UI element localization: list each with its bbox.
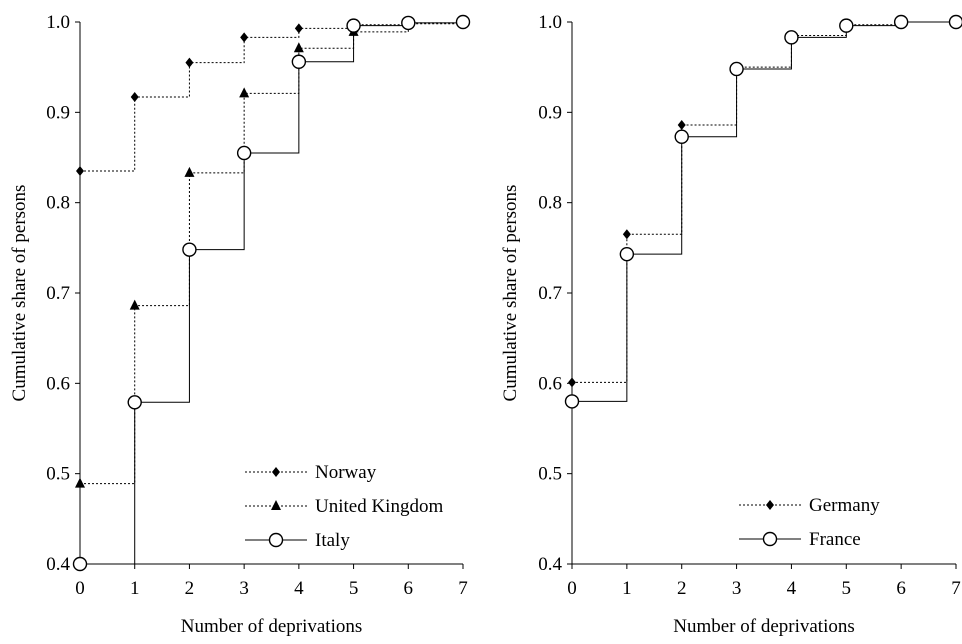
- x-tick-label: 3: [732, 578, 742, 599]
- data-point-circle: [347, 19, 360, 32]
- legend-marker-triangle: [271, 500, 281, 510]
- data-point-diamond: [131, 92, 139, 102]
- data-point-circle: [292, 55, 305, 68]
- chart-panel-2: 0.4 0.5 0.6 0.7 0.8 0.9 1.0 0 1 2 3 4 5 6 7 Number of d…: [500, 12, 962, 637]
- y-tick-label: 1.0: [46, 12, 70, 33]
- x-tick-label: 1: [622, 578, 632, 599]
- data-point-circle: [566, 395, 579, 408]
- x-tick-label: 0: [75, 578, 85, 599]
- y-tick-label: 0.4: [46, 554, 70, 575]
- y-tick-label: 0.9: [46, 102, 70, 123]
- series-norway: [76, 17, 467, 176]
- y-axis-label: Cumulative share of persons: [500, 185, 521, 402]
- legend-marker-diamond: [766, 500, 774, 510]
- y-tick-label: 0.4: [538, 554, 562, 575]
- data-point-circle: [128, 396, 141, 409]
- data-point-circle: [183, 243, 196, 256]
- x-tick-label: 7: [458, 578, 468, 599]
- y-tick-label: 0.7: [46, 283, 70, 304]
- y-tick-label: 0.7: [538, 283, 562, 304]
- data-point-circle: [74, 558, 87, 571]
- data-point-diamond: [568, 377, 576, 387]
- data-point-circle: [785, 31, 798, 44]
- x-axis-label: Number of deprivations: [673, 616, 855, 637]
- data-point-circle: [950, 16, 962, 29]
- series-france: [566, 16, 962, 408]
- series-united-kingdom: [75, 16, 468, 488]
- legend-label: Italy: [315, 530, 350, 551]
- data-point-triangle: [130, 300, 140, 310]
- x-axis-label: Number of deprivations: [181, 616, 363, 637]
- x-tick-label: 4: [787, 578, 797, 599]
- y-tick-label: 0.5: [46, 464, 70, 485]
- data-point-circle: [457, 16, 470, 29]
- data-point-triangle: [239, 87, 249, 97]
- series-line: [80, 22, 463, 564]
- x-tick-label: 0: [567, 578, 577, 599]
- legend-label: France: [809, 529, 861, 550]
- y-tick-label: 1.0: [538, 12, 562, 33]
- y-tick-label: 0.8: [46, 193, 70, 214]
- data-point-diamond: [240, 32, 248, 42]
- data-point-diamond: [678, 120, 686, 130]
- x-tick-label: 2: [677, 578, 687, 599]
- legend-label: Germany: [809, 495, 880, 516]
- series-line: [572, 22, 956, 382]
- data-point-triangle: [75, 478, 85, 488]
- legend-label: United Kingdom: [315, 496, 443, 517]
- data-point-diamond: [295, 23, 303, 33]
- x-tick-label: 5: [349, 578, 359, 599]
- legend-marker-circle: [270, 534, 283, 547]
- chart-panel-1: 0.4 0.5 0.6 0.7 0.8 0.9 1.0 0 1 2 3 4 5 6 7 Number of d…: [9, 12, 470, 637]
- y-tick-label: 0.9: [538, 102, 562, 123]
- x-tick-label: 7: [951, 578, 961, 599]
- data-point-circle: [840, 19, 853, 32]
- x-tick-label: 6: [404, 578, 414, 599]
- data-point-diamond: [185, 58, 193, 68]
- y-tick-label: 0.5: [538, 464, 562, 485]
- x-tick-label: 2: [185, 578, 195, 599]
- data-point-circle: [238, 146, 251, 159]
- data-point-circle: [675, 130, 688, 143]
- x-tick-label: 3: [239, 578, 249, 599]
- x-tick-label: 6: [896, 578, 906, 599]
- data-point-triangle: [184, 167, 194, 177]
- legend-label: Norway: [315, 462, 377, 483]
- data-point-triangle: [294, 42, 304, 52]
- x-tick-label: 1: [130, 578, 140, 599]
- data-point-circle: [895, 16, 908, 29]
- y-tick-label: 0.6: [538, 373, 562, 394]
- data-point-diamond: [76, 166, 84, 176]
- data-point-circle: [402, 16, 415, 29]
- y-axis-label: Cumulative share of persons: [9, 185, 30, 402]
- y-tick-label: 0.6: [46, 373, 70, 394]
- series-line: [80, 22, 463, 484]
- data-point-circle: [730, 62, 743, 75]
- x-tick-label: 4: [294, 578, 304, 599]
- y-tick-label: 0.8: [538, 193, 562, 214]
- legend-marker-circle: [764, 533, 777, 546]
- legend: Germany France: [739, 495, 880, 550]
- data-point-diamond: [623, 229, 631, 239]
- legend: Norway United Kingdom Italy: [245, 462, 443, 551]
- data-point-circle: [620, 248, 633, 261]
- legend-marker-diamond: [272, 467, 280, 477]
- x-tick-label: 5: [842, 578, 852, 599]
- series-line: [572, 22, 956, 401]
